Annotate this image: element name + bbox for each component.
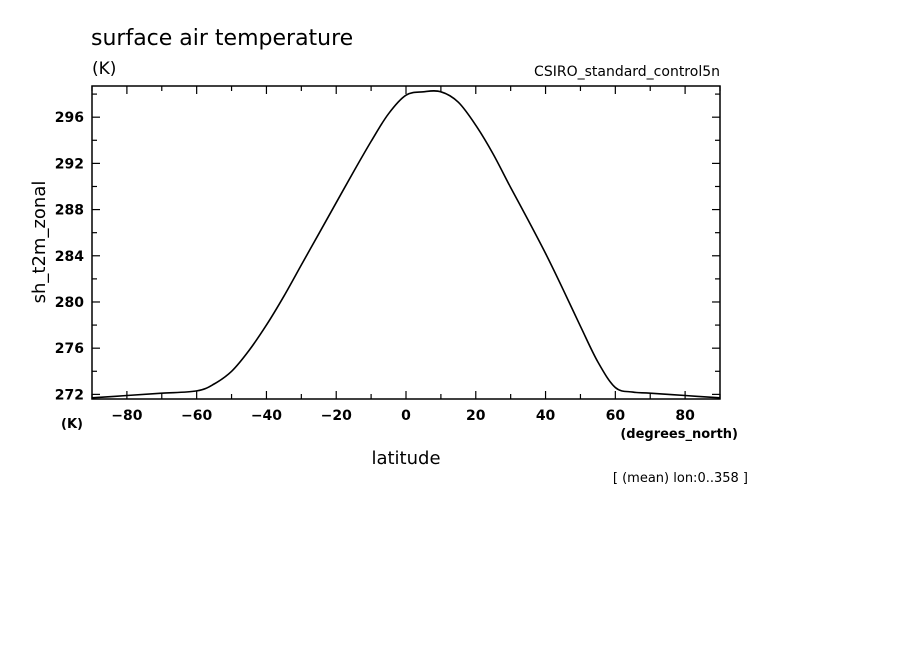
- x-tick-label: 40: [536, 408, 556, 424]
- x-tick-label: −60: [181, 408, 212, 424]
- y-tick-label: 292: [55, 156, 84, 172]
- chart-title: surface air temperature: [91, 26, 353, 51]
- plot-frame: [91, 85, 721, 400]
- y-axis-label: sh_t2m_zonal: [29, 181, 50, 304]
- y-tick-label: 272: [55, 387, 84, 403]
- y-tick-label: 284: [55, 249, 84, 265]
- x-tick-label: −20: [321, 408, 352, 424]
- x-axis-label: latitude: [371, 448, 440, 469]
- x-axis-units: (degrees_north): [620, 427, 738, 442]
- x-tick-label: 60: [606, 408, 626, 424]
- y-ticks: 272 276 280 284 288 292 296: [55, 93, 720, 403]
- title-units: (K): [92, 59, 116, 79]
- y-axis-units: (K): [61, 417, 83, 432]
- y-tick-label: 296: [55, 110, 84, 126]
- x-tick-label: 80: [675, 408, 695, 424]
- series-line: [91, 90, 721, 399]
- x-tick-label: −40: [251, 408, 282, 424]
- averaging-note: [ (mean) lon:0..358 ]: [613, 471, 748, 486]
- x-tick-label: 20: [466, 408, 486, 424]
- x-ticks: −80 −60 −40 −20 0 20 40 60 80: [91, 86, 721, 424]
- x-tick-label: −80: [111, 408, 142, 424]
- x-tick-label: 0: [401, 408, 411, 424]
- y-tick-label: 280: [55, 295, 84, 311]
- chart-subtitle-right: CSIRO_standard_control5n: [534, 64, 720, 80]
- y-tick-label: 288: [55, 203, 84, 219]
- y-tick-label: 276: [55, 341, 84, 357]
